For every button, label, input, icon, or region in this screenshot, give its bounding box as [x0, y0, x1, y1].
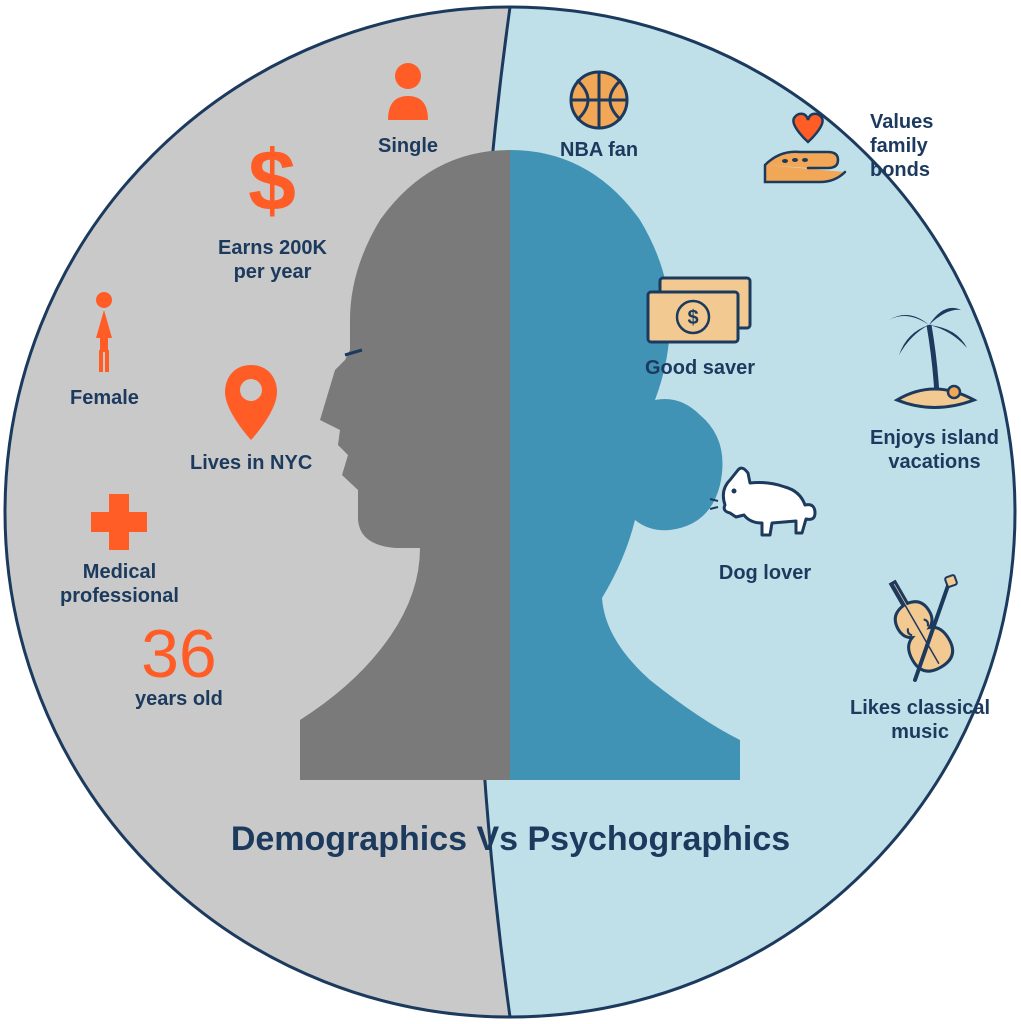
demo-earns-label: Earns 200K per year [218, 236, 327, 284]
heart-hand-icon [760, 110, 860, 190]
svg-text:$: $ [248, 140, 296, 229]
dollar-icon: $ [245, 140, 300, 230]
violin-icon [860, 560, 980, 690]
psycho-island-label: Enjoys island vacations [870, 426, 999, 474]
pin-icon [221, 360, 281, 445]
demo-lives: Lives in NYC [190, 360, 312, 475]
basketball-icon [567, 68, 631, 132]
demo-age-label: years old [135, 688, 223, 711]
dog-icon [700, 455, 830, 555]
demo-medical: Medical professional [60, 490, 179, 608]
psycho-saver: $ Good saver [640, 270, 760, 380]
demo-lives-label: Lives in NYC [190, 451, 312, 475]
person-icon [378, 60, 438, 128]
demo-medical-label: Medical professional [60, 560, 179, 608]
demo-single: Single [378, 60, 438, 158]
demo-single-label: Single [378, 134, 438, 158]
demo-earns: $ Earns 200K per year [218, 140, 327, 284]
female-icon [84, 290, 124, 380]
psycho-family: Values family bonds [760, 110, 933, 196]
infographic-container: Single $ Earns 200K per year Female Live… [0, 0, 1021, 1024]
demo-female-label: Female [70, 386, 139, 410]
psycho-island: Enjoys island vacations [870, 300, 999, 474]
demo-age: 36 years old [135, 620, 223, 711]
psycho-music-label: Likes classical music [850, 696, 990, 744]
psycho-dog: Dog lover [700, 455, 830, 585]
psycho-dog-label: Dog lover [719, 561, 811, 585]
infographic-title: Demographics Vs Psychographics [0, 820, 1021, 859]
psycho-family-label: Values family bonds [870, 110, 933, 182]
psycho-music: Likes classical music [850, 560, 990, 744]
svg-text:$: $ [687, 307, 698, 329]
psycho-nba: NBA fan [560, 68, 638, 162]
psycho-saver-label: Good saver [645, 356, 755, 380]
age-number: 36 [141, 620, 217, 688]
demo-female: Female [70, 290, 139, 410]
cross-icon [87, 490, 151, 554]
psycho-nba-label: NBA fan [560, 138, 638, 162]
palm-icon [879, 300, 989, 420]
money-icon: $ [640, 270, 760, 350]
